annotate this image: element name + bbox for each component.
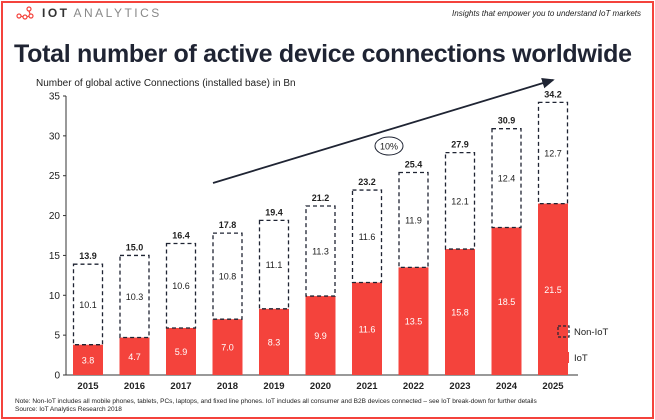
- cagr-circle: [374, 136, 404, 156]
- x-tick-label: 2021: [356, 381, 378, 392]
- logo-text-light: ANALYTICS: [73, 6, 162, 20]
- iot-value-label: 11.6: [359, 324, 376, 334]
- footnote: Note: Non-IoT includes all mobile phones…: [15, 398, 537, 414]
- y-tick-label: 20: [49, 211, 61, 222]
- total-label: 27.9: [451, 140, 469, 150]
- x-tick-label: 2022: [403, 381, 424, 392]
- bar-iot: [305, 296, 336, 375]
- bar-non-iot: [212, 232, 243, 320]
- bar-iot: [398, 267, 429, 375]
- total-label: 23.2: [358, 177, 376, 187]
- legend-iot-swatch: [558, 352, 569, 363]
- y-tick-label: 10: [49, 291, 61, 302]
- x-tick-label: 2023: [449, 381, 470, 392]
- source-text: Source: IoT Analytics Research 2018: [15, 406, 122, 413]
- bar-non-iot: [305, 205, 336, 297]
- total-label: 19.4: [265, 207, 283, 217]
- bar-iot: [445, 249, 475, 375]
- non-iot-value-label: 10.1: [79, 300, 97, 310]
- bar-iot: [73, 344, 103, 375]
- x-tick-label: 2024: [496, 381, 518, 392]
- x-tick-label: 2020: [310, 381, 331, 392]
- non-iot-value-label: 12.4: [498, 174, 516, 184]
- x-tick-label: 2015: [77, 381, 99, 392]
- iot-value-label: 3.8: [82, 355, 95, 365]
- total-label: 15.0: [126, 242, 144, 252]
- total-label: 17.8: [219, 220, 237, 230]
- non-iot-value-label: 10.3: [126, 292, 144, 302]
- logo: IOT ANALYTICS: [16, 6, 162, 20]
- note-text: Note: Non-IoT includes all mobile phones…: [15, 398, 537, 405]
- x-tick-label: 2025: [542, 381, 564, 392]
- bar-non-iot: [444, 151, 476, 250]
- non-iot-value-label: 11.9: [405, 215, 422, 225]
- total-label: 30.9: [498, 116, 516, 126]
- non-iot-value-label: 11.6: [359, 232, 376, 242]
- x-tick-label: 2017: [170, 381, 191, 392]
- y-tick-label: 30: [49, 131, 61, 142]
- bar-iot: [259, 308, 289, 375]
- total-label: 16.4: [172, 230, 190, 240]
- bar-iot: [212, 319, 243, 375]
- growth-arrow: [212, 77, 555, 184]
- total-label: 13.9: [79, 251, 97, 261]
- iot-value-label: 5.9: [175, 347, 188, 357]
- chart-title: Total number of active device connection…: [14, 40, 632, 68]
- x-tick-label: 2018: [217, 381, 238, 392]
- iot-value-label: 21.5: [544, 285, 562, 295]
- bar-non-iot: [72, 263, 104, 346]
- bar-non-iot: [351, 189, 383, 284]
- total-label: 34.2: [544, 89, 562, 99]
- iot-value-label: 18.5: [498, 297, 516, 307]
- non-iot-value-label: 11.1: [266, 260, 283, 270]
- y-tick-label: 0: [54, 371, 60, 382]
- non-iot-value-label: 10.6: [172, 281, 190, 291]
- total-label: 21.2: [312, 193, 330, 203]
- iot-value-label: 15.8: [451, 308, 469, 318]
- y-tick-label: 5: [54, 331, 60, 342]
- non-iot-value-label: 12.7: [544, 148, 562, 158]
- x-tick-label: 2019: [263, 381, 284, 392]
- iot-value-label: 13.5: [405, 317, 423, 327]
- bar-non-iot: [537, 101, 569, 205]
- legend-non-iot-label: Non-IoT: [574, 327, 609, 338]
- cagr-label: 10%: [380, 142, 398, 152]
- y-axis-label: Number of global active Connections (ins…: [36, 78, 296, 89]
- non-iot-value-label: 11.3: [312, 247, 329, 257]
- y-tick-label: 35: [49, 92, 61, 103]
- logo-text-bold: IOT: [42, 6, 70, 20]
- bar-iot: [119, 337, 150, 375]
- tagline: Insights that empower you to understand …: [452, 9, 641, 18]
- y-tick-label: 15: [49, 251, 61, 262]
- bar-non-iot: [398, 171, 429, 269]
- total-label: 25.4: [405, 160, 423, 170]
- non-iot-value-label: 12.1: [451, 196, 469, 206]
- bar-iot: [491, 227, 522, 375]
- iot-value-label: 8.3: [268, 337, 281, 347]
- legend-iot-label: IoT: [574, 353, 588, 364]
- logo-icon: [16, 6, 34, 20]
- iot-value-label: 9.9: [314, 331, 327, 341]
- bar-iot: [352, 282, 382, 375]
- bar-non-iot: [119, 254, 150, 339]
- iot-value-label: 7.0: [221, 343, 234, 353]
- bar-non-iot: [491, 128, 522, 229]
- bar-non-iot: [258, 219, 290, 310]
- non-iot-value-label: 10.8: [219, 272, 237, 282]
- legend-non-iot-swatch: [557, 325, 570, 338]
- bar-iot: [166, 327, 196, 375]
- bar-iot: [538, 203, 568, 375]
- x-tick-label: 2016: [124, 381, 145, 392]
- iot-value-label: 4.7: [128, 352, 141, 362]
- y-tick-label: 25: [49, 171, 61, 182]
- bar-non-iot: [165, 242, 197, 329]
